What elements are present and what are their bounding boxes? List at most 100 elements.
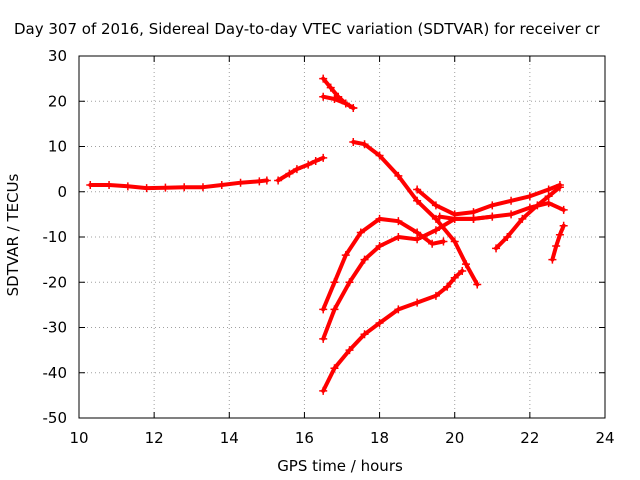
data-point [469,214,478,223]
data-point [544,199,553,208]
data-point [330,94,339,103]
data-point [394,233,403,241]
data-point [349,104,358,113]
x-tick-label: 14 [220,429,239,447]
data-series-2 [274,153,328,185]
data-point [552,242,561,251]
data-point [559,221,568,230]
data-point [428,239,437,248]
data-series-8 [319,266,467,395]
data-point [198,183,207,192]
data-point [533,201,542,210]
data-point [330,278,339,287]
axis-ticks: 10 12 14 16 18 20 22 24 -50 -40 -30 -20 -10 0 10 20 30 [43,47,615,447]
data-point [319,74,328,83]
data-series-11 [492,183,564,253]
data-point [544,185,553,194]
data-point [356,228,365,237]
data-point [105,180,114,189]
data-point [345,278,354,287]
data-series-5 [349,137,482,289]
data-point [559,205,568,214]
data-point [469,208,478,217]
data-point [123,182,132,191]
series-trace [494,185,562,251]
data-point [413,228,422,237]
data-point [326,83,335,92]
y-tick-label: -20 [43,273,68,291]
data-point [439,237,448,246]
data-point [507,196,516,205]
y-tick-label: 30 [48,47,67,65]
data-point [450,237,459,246]
data-series-1 [86,176,271,193]
y-tick-label: -50 [43,409,68,427]
data-point [413,185,422,194]
data-point [262,176,271,185]
data-series-6 [319,214,448,314]
data-point [319,92,328,101]
data-point [341,99,350,108]
data-point [548,255,557,264]
data-point [349,137,358,146]
data-point [443,282,452,291]
y-tick-label: -40 [43,364,68,382]
x-tick-label: 20 [445,429,464,447]
x-tick-label: 22 [520,429,539,447]
data-point [319,334,328,343]
data-point [488,201,497,210]
data-point [360,255,369,264]
data-point [217,180,226,189]
data-point [285,169,294,178]
data-point [413,298,422,307]
data-point [319,305,328,314]
data-point [180,183,189,192]
data-point [555,230,564,239]
data-point [236,178,245,187]
y-tick-label: 0 [57,183,67,201]
x-tick-label: 12 [145,429,164,447]
x-tick-label: 16 [295,429,314,447]
data-point [450,214,459,223]
y-axis-label: SDTVAR / TECUs [4,173,22,296]
data-point [394,217,403,226]
data-point [274,176,283,185]
data-point [394,171,403,180]
data-point [413,235,422,244]
data-point [473,280,482,289]
data-series-4 [319,92,358,113]
data-point [431,226,440,235]
data-point [413,196,422,205]
data-point [292,165,301,174]
y-tick-label: 20 [48,92,67,110]
data-point [345,346,354,355]
data-point [341,251,350,260]
data-point [330,305,339,314]
data-point [375,151,384,160]
data-point [435,212,444,221]
data-series-layer [86,74,568,395]
data-point [525,192,534,201]
data-point [319,386,328,395]
data-point [461,260,470,269]
data-point [142,184,151,193]
data-point [375,214,384,223]
data-point [503,233,512,241]
data-point [304,160,313,169]
data-point [450,273,459,282]
data-point [555,183,564,192]
x-tick-label: 24 [595,429,614,447]
data-point [431,201,440,210]
data-point [161,183,170,192]
data-point [375,318,384,327]
data-point [360,330,369,339]
x-tick-label: 18 [370,429,389,447]
x-axis-label: GPS time / hours [277,457,403,475]
data-point [488,212,497,221]
y-tick-label: -30 [43,319,68,337]
data-point [311,156,320,165]
y-tick-label: 10 [48,138,67,156]
data-point [360,140,369,149]
